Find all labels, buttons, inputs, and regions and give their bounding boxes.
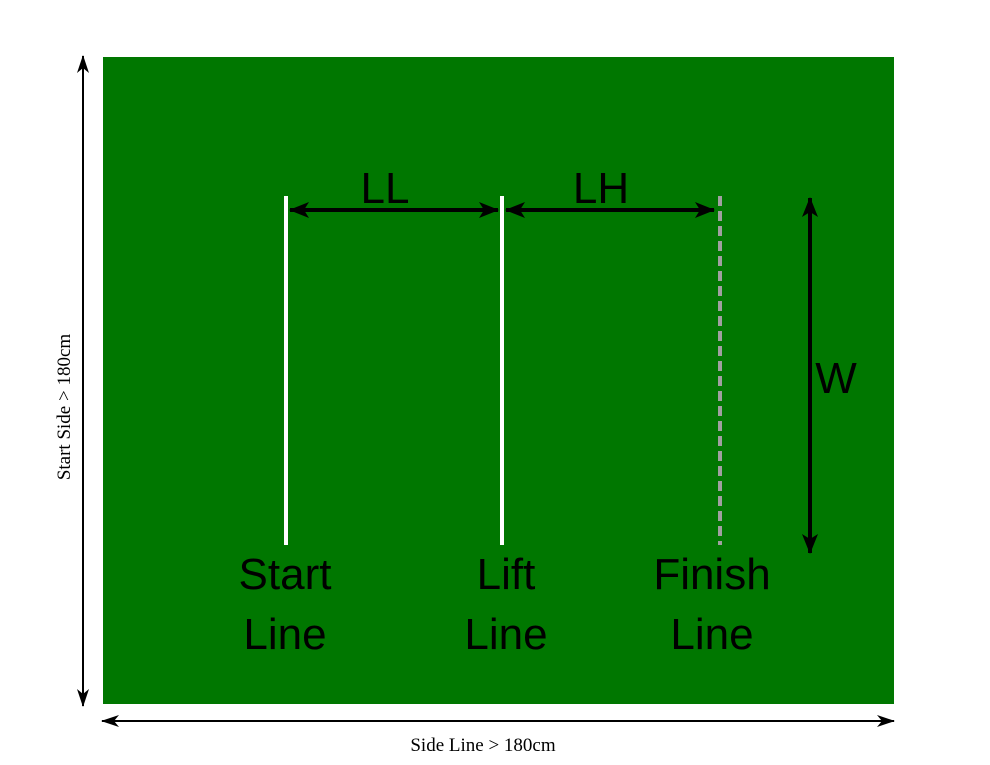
start-line-label-2: Line [243,610,326,659]
finish-line-label-2: Line [670,610,753,659]
lift-line-label-1: Lift [477,550,536,599]
w-label: W [815,354,857,403]
field-area [103,57,894,704]
start-line-label-1: Start [239,550,332,599]
lh-label: LH [573,164,629,213]
side-line-label: Side Line > 180cm [410,735,555,756]
finish-line-label-1: Finish [653,550,770,599]
lift-line-label-2: Line [464,610,547,659]
ll-label: LL [361,164,410,213]
start-side-label: Start Side > 180cm [54,334,75,481]
